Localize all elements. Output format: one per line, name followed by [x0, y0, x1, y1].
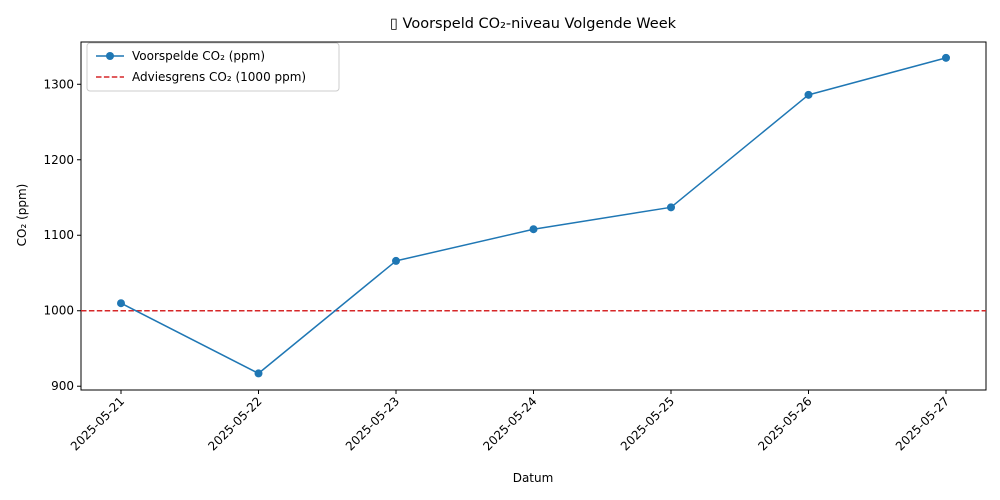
data-point	[117, 299, 125, 308]
y-axis-label: CO₂ (ppm)	[15, 184, 29, 247]
y-tick-label: 1300	[43, 77, 74, 91]
x-tick-label: 2025-05-23	[343, 394, 402, 453]
y-tick-label: 1000	[43, 304, 74, 318]
y-tick-label: 1100	[43, 228, 74, 242]
y-tick-label: 900	[51, 379, 74, 393]
data-point	[667, 203, 675, 212]
x-tick-label: 2025-05-21	[68, 394, 127, 453]
x-tick-label: 2025-05-24	[480, 394, 539, 453]
chart-title: ▯ Voorspeld CO₂-niveau Volgende Week	[390, 16, 677, 32]
x-tick-label: 2025-05-27	[893, 394, 952, 453]
x-tick-label: 2025-05-26	[755, 394, 814, 453]
legend-series-marker-swatch	[106, 52, 114, 60]
legend: Voorspelde CO₂ (ppm) Adviesgrens CO₂ (10…	[86, 42, 340, 92]
legend-frame	[86, 42, 340, 92]
data-point	[254, 369, 263, 378]
data-point	[942, 53, 950, 62]
x-axis: 2025-05-21 2025-05-22 2025-05-23 2025-05-24…	[68, 390, 952, 453]
plot-area	[80, 41, 987, 391]
y-axis: 900 1000 1100 1200 1300	[43, 77, 81, 393]
x-tick-label: 2025-05-22	[205, 394, 264, 453]
data-point	[804, 90, 813, 99]
legend-reference-label: Adviesgrens CO₂ (1000 ppm)	[132, 70, 306, 84]
data-point	[529, 225, 538, 234]
x-tick-label: 2025-05-25	[618, 394, 677, 453]
x-axis-label: Datum	[513, 471, 554, 485]
legend-series-label: Voorspelde CO₂ (ppm)	[132, 49, 265, 63]
series-line	[120, 57, 947, 375]
data-point	[392, 256, 400, 265]
series-group	[117, 53, 950, 378]
plot-frame	[80, 41, 987, 391]
y-tick-label: 1200	[43, 153, 74, 167]
